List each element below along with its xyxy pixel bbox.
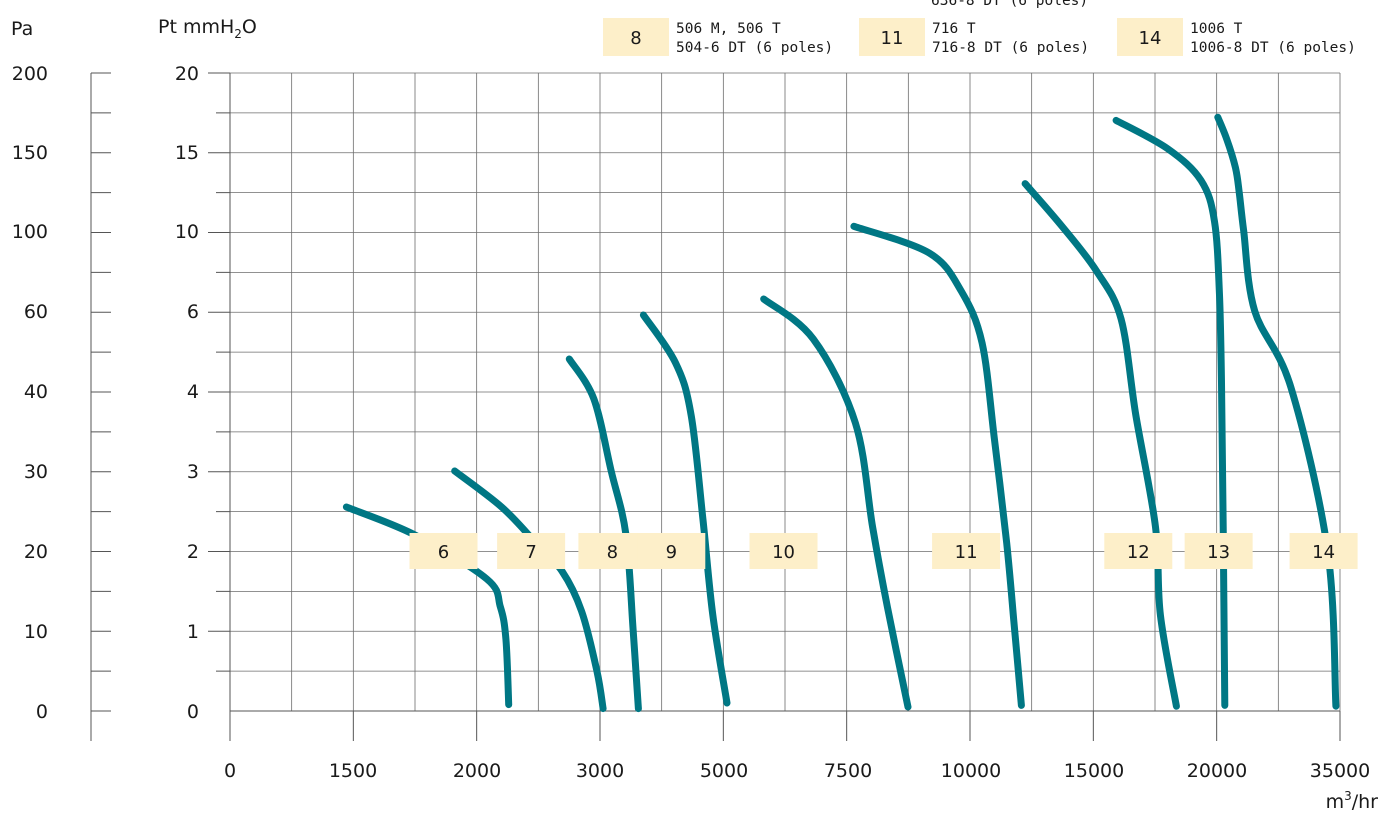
pa-tick-label: 200 [12, 63, 48, 85]
curve-label-8: 8 [607, 542, 618, 563]
curve-label-box-10 [749, 533, 818, 569]
pa-tick-label: 0 [36, 701, 48, 723]
pa-tick-label: 100 [12, 221, 48, 243]
legend-box-8 [603, 18, 669, 56]
grid [230, 72, 1341, 711]
curve-label-11: 11 [955, 542, 978, 563]
x-tick-label: 0 [224, 760, 236, 782]
y-tick-label: 2 [187, 541, 199, 563]
curve-label-box-8 [578, 533, 647, 569]
legend: 636-8 DT (6 poles) 8 506 M, 506 T 504-6 DT … [603, 0, 1356, 56]
y-tick-label: 20 [175, 63, 199, 85]
curve-label-box-9 [637, 533, 706, 569]
legend-box-11 [859, 18, 925, 56]
legend-code-11: 11 [881, 28, 904, 49]
performance-curves [342, 113, 1340, 713]
x-tick-label: 7500 [824, 760, 872, 782]
curve-label-12: 12 [1127, 542, 1150, 563]
x-tick-label: 2000 [453, 760, 501, 782]
curve-6 [342, 503, 513, 709]
curve-label-6: 6 [438, 542, 449, 563]
curve-label-box-13 [1184, 533, 1253, 569]
x-tick-label: 35000 [1310, 760, 1370, 782]
y-tick-label: 10 [175, 221, 199, 243]
legend-code-14: 14 [1139, 28, 1162, 49]
curve-11 [850, 222, 1025, 709]
curve-label-10: 10 [772, 542, 795, 563]
curve-label-14: 14 [1312, 542, 1335, 563]
curve-labels: 6 7 8 9 10 11 12 13 14 [409, 533, 1358, 569]
legend-code-8: 8 [630, 28, 641, 49]
x-tick-label: 1500 [329, 760, 377, 782]
curve-12 [1021, 180, 1180, 710]
curve-label-13: 13 [1207, 542, 1230, 563]
curve-label-box-11 [932, 533, 1001, 569]
curve-7 [451, 467, 607, 713]
x-tick-label: 3000 [576, 760, 624, 782]
y-tick-label: 1 [187, 621, 199, 643]
y-tick-label: 4 [187, 381, 199, 403]
legend-line: 716-8 DT (6 poles) [932, 40, 1089, 56]
pa-tick-label: 10 [24, 621, 48, 643]
legend-box-14 [1117, 18, 1183, 56]
curve-label-box-14 [1289, 533, 1358, 569]
y-tick-label: 6 [187, 301, 199, 323]
x-axis-title: m3/hr [1326, 789, 1379, 813]
x-tick-label: 20000 [1187, 760, 1247, 782]
legend-line: 716 T [932, 21, 976, 37]
curve-9 [639, 311, 731, 707]
y-tick-label: 0 [187, 701, 199, 723]
legend-line: 1006-8 DT (6 poles) [1190, 40, 1356, 56]
curve-8 [565, 355, 642, 713]
pa-tick-label: 150 [12, 142, 48, 164]
curve-label-7: 7 [525, 542, 536, 563]
curve-10 [760, 295, 912, 711]
pa-tick-label: 30 [24, 461, 48, 483]
pa-tick-label: 40 [24, 381, 48, 403]
pa-axis-title: Pa [11, 18, 33, 40]
curve-label-box-6 [409, 533, 478, 569]
pa-tick-label: 60 [24, 301, 48, 323]
curve-label-box-7 [497, 533, 566, 569]
legend-partial-line: 636-8 DT (6 poles) [931, 0, 1088, 9]
pa-tick-label: 20 [24, 541, 48, 563]
y-tick-label: 15 [175, 142, 199, 164]
curve-14 [1214, 113, 1340, 710]
x-tick-label: 10000 [941, 760, 1001, 782]
y-tick-label: 3 [187, 461, 199, 483]
legend-line: 504-6 DT (6 poles) [676, 40, 833, 56]
x-tick-label: 15000 [1064, 760, 1124, 782]
legend-line: 506 M, 506 T [676, 21, 781, 37]
curve-label-box-12 [1104, 533, 1173, 569]
y-axis-title: Pt mmH2O [158, 16, 257, 41]
curve-label-9: 9 [666, 542, 677, 563]
legend-line: 1006 T [1190, 21, 1243, 37]
axes: 0 1500 2000 3000 5000 7500 10000 15000 20000 3500… [11, 16, 1378, 813]
x-tick-label: 5000 [700, 760, 748, 782]
